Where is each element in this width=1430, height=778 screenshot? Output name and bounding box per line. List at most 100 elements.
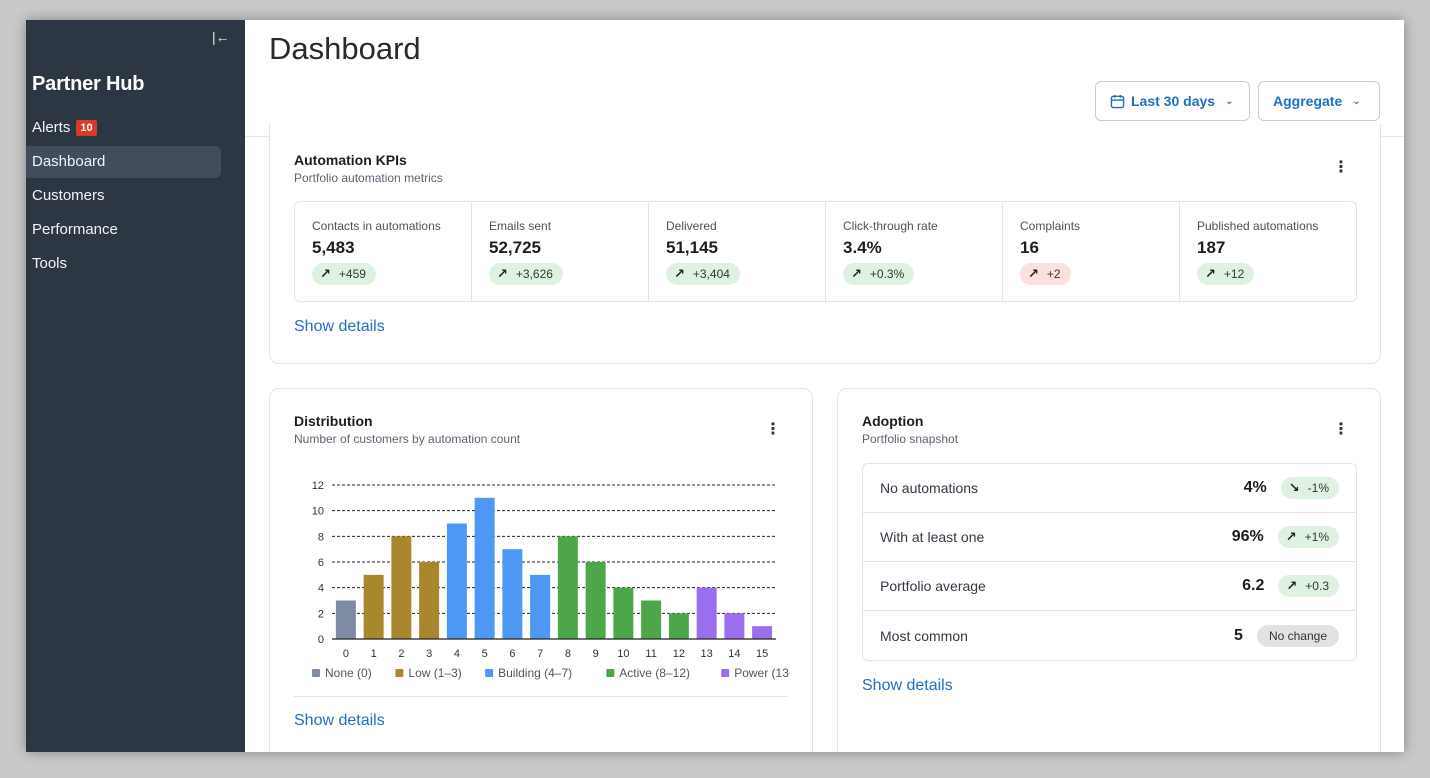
delta-value: +2 <box>1046 267 1061 281</box>
date-range-button[interactable]: Last 30 days ⌄ <box>1095 81 1250 121</box>
distribution-card: Distribution Number of customers by auto… <box>269 388 813 752</box>
bar-4 <box>446 523 467 639</box>
card-subtitle: Portfolio snapshot <box>862 432 959 446</box>
page-title: Dashboard <box>269 31 421 66</box>
bar-7 <box>530 574 551 639</box>
arrow-up-right-icon: ↗ <box>1028 266 1039 281</box>
kpi-label: Contacts in automations <box>312 219 441 233</box>
x-tick-label: 0 <box>343 648 349 660</box>
y-tick-label: 12 <box>312 480 324 492</box>
sidebar-item-label: Dashboard <box>32 153 106 170</box>
delta-badge: ↗ +12 <box>1197 263 1255 285</box>
adoption-row-most-common: Most common 5 No change <box>863 611 1356 660</box>
distribution-show-details-link[interactable]: Show details <box>294 712 385 729</box>
automation-kpis-card: Automation KPIs Portfolio automation met… <box>269 124 1381 364</box>
x-tick-label: 15 <box>756 648 768 660</box>
legend-entry: Building (4–7) <box>498 666 572 680</box>
adoption-row-no-automations: No automations 4% ↘ -1% <box>863 464 1356 513</box>
legend-entry: None (0) <box>325 666 372 680</box>
sidebar-item-tools[interactable]: Tools <box>26 248 221 280</box>
kpi-label: Complaints <box>1020 219 1081 233</box>
sidebar-item-label: Customers <box>32 187 105 204</box>
legend-swatch <box>395 669 404 677</box>
kpi-value: 3.4% <box>843 238 882 257</box>
kpi-delivered: Delivered 51,145 ↗ +3,404 <box>649 202 826 301</box>
sidebar-nav: Alerts 10 Dashboard Customers Performance… <box>26 112 245 282</box>
no-change-badge: No change <box>1256 624 1339 647</box>
x-tick-label: 14 <box>728 648 740 660</box>
card-subtitle: Number of customers by automation count <box>294 432 521 446</box>
arrow-down-right-icon: ↘ <box>1288 480 1300 495</box>
sidebar: |← Partner Hub Alerts 10 Dashboard Custom… <box>26 20 245 752</box>
legend-swatch <box>721 669 730 677</box>
aggregate-view-button[interactable]: Aggregate ⌄ <box>1258 81 1380 121</box>
kpi-show-details-link[interactable]: Show details <box>294 318 385 335</box>
chevron-down-icon: ⌄ <box>1225 95 1234 107</box>
sidebar-item-customers[interactable]: Customers <box>26 180 221 212</box>
kpi-complaints: Complaints 16 ↗ +2 <box>1003 202 1180 301</box>
kpi-label: Emails sent <box>489 219 552 233</box>
arrow-up-right-icon: ↗ <box>320 266 331 281</box>
bar-6 <box>502 549 523 639</box>
bar-15 <box>752 626 773 639</box>
delta-value: -1% <box>1307 481 1329 495</box>
kpi-label: Click-through rate <box>843 219 938 233</box>
bar-5 <box>474 497 495 639</box>
adoption-label: With at least one <box>880 529 985 545</box>
x-tick-label: 8 <box>565 648 571 660</box>
x-tick-label: 3 <box>426 648 432 660</box>
sidebar-item-label: Alerts <box>32 119 71 136</box>
sidebar-item-performance[interactable]: Performance <box>26 214 221 246</box>
kpi-click-through-rate: Click-through rate 3.4% ↗ +0.3% <box>826 202 1003 301</box>
legend-swatch <box>606 669 615 677</box>
card-subtitle: Portfolio automation metrics <box>294 171 443 185</box>
sidebar-item-alerts[interactable]: Alerts 10 <box>26 112 221 144</box>
bar-9 <box>585 562 606 639</box>
legend-swatch <box>312 669 320 677</box>
chevron-down-icon: ⌄ <box>1352 95 1361 107</box>
app-window: |← Partner Hub Alerts 10 Dashboard Custom… <box>26 20 1404 752</box>
x-tick-label: 1 <box>371 648 377 660</box>
adoption-value: 4% <box>1243 479 1267 496</box>
more-options-icon[interactable]: ⋮ <box>1333 421 1349 438</box>
card-divider <box>294 696 788 697</box>
delta-badge: ↘ -1% <box>1280 477 1339 499</box>
arrow-up-right-icon: ↗ <box>1285 529 1297 544</box>
brand-title: Partner Hub <box>32 73 145 95</box>
adoption-show-details-link[interactable]: Show details <box>862 677 953 694</box>
delta-value: +3,626 <box>515 267 553 281</box>
y-tick-label: 0 <box>318 634 324 646</box>
delta-badge: ↗ +459 <box>312 263 376 285</box>
legend-entry: Active (8–12) <box>619 666 690 680</box>
kpi-published-automations: Published automations 187 ↗ +12 <box>1180 202 1356 301</box>
arrow-up-right-icon: ↗ <box>851 266 862 281</box>
delta-badge: ↗ +2 <box>1020 263 1071 285</box>
delta-badge: ↗ +1% <box>1277 526 1339 548</box>
kpi-label: Delivered <box>666 219 717 233</box>
arrow-up-right-icon: ↗ <box>1286 578 1298 593</box>
sidebar-item-label: Performance <box>32 221 118 238</box>
adoption-label: Portfolio average <box>880 578 986 594</box>
y-tick-label: 6 <box>318 557 324 569</box>
adoption-card: Adoption Portfolio snapshot ⋮ No automat… <box>837 388 1381 752</box>
collapse-left-icon[interactable]: |← <box>212 29 230 45</box>
delta-value: +12 <box>1223 267 1245 281</box>
bar-2 <box>391 536 412 639</box>
delta-badge: ↗ +0.3% <box>843 263 915 285</box>
more-options-icon[interactable]: ⋮ <box>765 421 781 438</box>
x-tick-label: 2 <box>398 648 404 660</box>
kpi-row: Contacts in automations 5,483 ↗ +459 Emai… <box>294 201 1357 302</box>
kpi-value: 16 <box>1020 238 1039 257</box>
sidebar-item-dashboard[interactable]: Dashboard <box>26 146 221 178</box>
card-title: Adoption <box>862 413 924 429</box>
x-tick-label: 4 <box>454 648 460 660</box>
kpi-label: Published automations <box>1197 219 1319 233</box>
y-tick-label: 2 <box>318 608 324 620</box>
more-options-icon[interactable]: ⋮ <box>1333 159 1349 176</box>
delta-value: +1% <box>1304 530 1329 544</box>
adoption-table: No automations 4% ↘ -1% With at least one… <box>862 463 1357 661</box>
delta-badge: ↗ +3,626 <box>489 263 563 285</box>
adoption-row-with-at-least-one: With at least one 96% ↗ +1% <box>863 513 1356 562</box>
adoption-row-portfolio-average: Portfolio average 6.2 ↗ +0.3 <box>863 562 1356 611</box>
